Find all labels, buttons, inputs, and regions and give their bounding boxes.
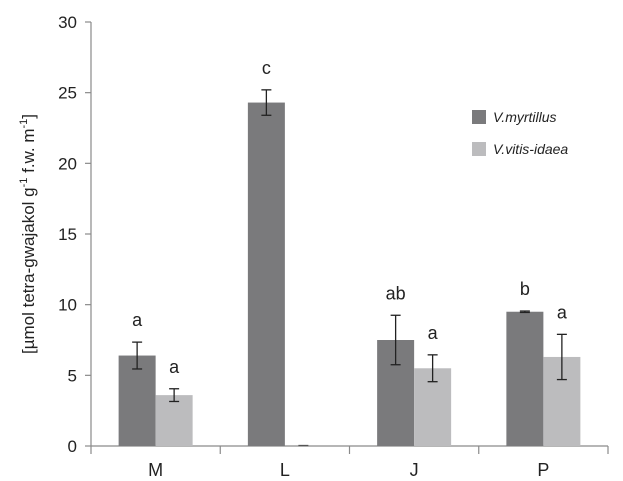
y-axis-label: [µmol tetra-gwajakol g-1 f.w. m-1] bbox=[18, 114, 38, 354]
y-tick-label: 5 bbox=[68, 366, 77, 385]
y-tick-label: 15 bbox=[58, 225, 77, 244]
y-tick-label: 0 bbox=[68, 437, 77, 456]
legend: V.myrtillus V.vitis-idaea bbox=[472, 109, 568, 157]
y-tick-label: 20 bbox=[58, 154, 77, 173]
error-bars bbox=[132, 89, 567, 447]
bar bbox=[118, 355, 156, 446]
legend-swatch bbox=[472, 110, 486, 124]
y-tick-label: 10 bbox=[58, 296, 77, 315]
bar bbox=[247, 102, 285, 446]
significance-label: a bbox=[428, 323, 439, 343]
significance-labels: a c ab b a a a bbox=[132, 58, 568, 377]
significance-label: a bbox=[557, 302, 568, 322]
x-tick-label: L bbox=[280, 460, 290, 480]
bars bbox=[118, 102, 581, 446]
legend-swatch bbox=[472, 142, 486, 156]
bar bbox=[506, 311, 544, 446]
y-tick-label: 30 bbox=[58, 13, 77, 32]
y-axis-title: [µmol tetra-gwajakol g-1 f.w. m-1] bbox=[18, 114, 38, 354]
significance-label: b bbox=[520, 279, 530, 299]
y-ticks: 0 5 10 15 20 25 30 bbox=[58, 13, 91, 456]
legend-label: V.vitis-idaea bbox=[493, 141, 568, 157]
significance-label: a bbox=[169, 357, 180, 377]
bar bbox=[155, 395, 193, 446]
significance-label: ab bbox=[386, 283, 406, 303]
legend-label: V.myrtillus bbox=[493, 109, 557, 125]
significance-label: c bbox=[262, 58, 271, 78]
x-tick-label: P bbox=[537, 460, 549, 480]
y-tick-label: 25 bbox=[58, 84, 77, 103]
x-tick-label: J bbox=[410, 460, 419, 480]
significance-label: a bbox=[132, 310, 143, 330]
x-tick-label: M bbox=[148, 460, 163, 480]
